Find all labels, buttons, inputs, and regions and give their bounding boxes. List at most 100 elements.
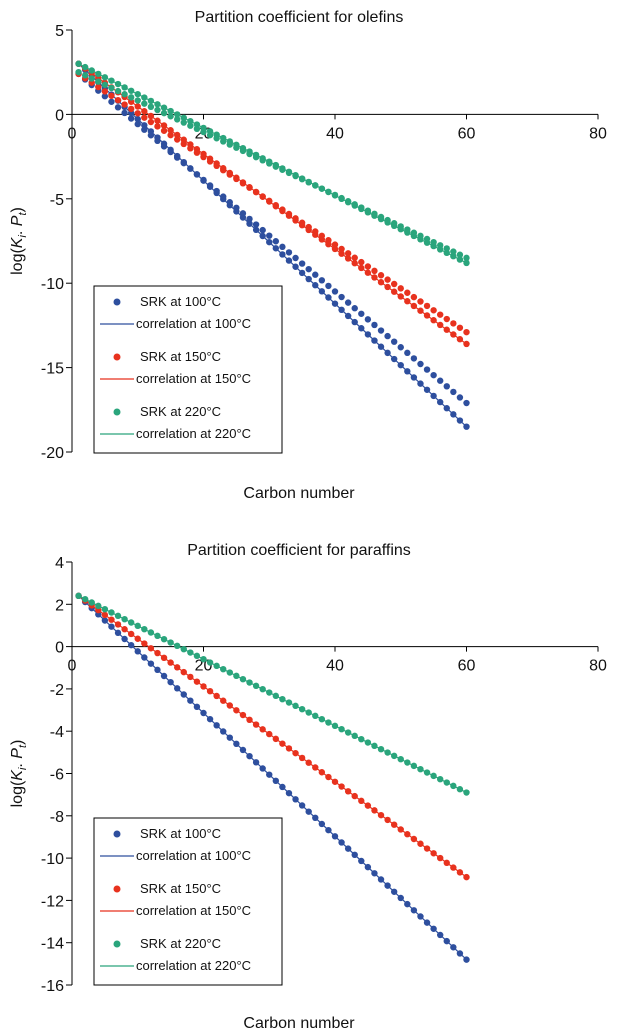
legend-label: SRK at 150°C [140, 349, 221, 364]
chart-2: Partition coefficient for paraffins420-2… [9, 542, 607, 1032]
data-point [358, 258, 365, 266]
data-point [180, 140, 187, 148]
data-point [141, 100, 148, 107]
data-point [226, 141, 233, 148]
data-point [167, 113, 174, 120]
data-point [443, 383, 450, 390]
x-tick-label: 60 [458, 658, 476, 675]
y-label-close: ) [9, 740, 26, 745]
data-point [95, 78, 102, 85]
data-point [213, 135, 220, 142]
series-line [78, 63, 467, 428]
data-point [114, 104, 122, 111]
x-tick-label: 0 [68, 658, 77, 675]
y-axis-label: log(Ki. Pt) [9, 207, 29, 275]
y-label-k-sub: i [17, 767, 29, 770]
data-point [417, 298, 424, 305]
data-point [344, 299, 352, 306]
legend-label: correlation at 220°C [136, 958, 251, 973]
data-point [226, 171, 233, 178]
data-point [331, 288, 339, 295]
data-point [377, 272, 385, 279]
y-tick-label: 0 [55, 107, 64, 124]
data-point [200, 153, 207, 161]
y-tick-label: -2 [50, 682, 64, 699]
y-label-p: P [9, 215, 26, 226]
data-point [147, 118, 155, 126]
data-point [463, 254, 470, 262]
data-point [325, 282, 332, 290]
data-point [134, 120, 141, 128]
data-point [305, 265, 312, 273]
legend-marker [113, 940, 121, 948]
legend-label: correlation at 220°C [136, 426, 251, 441]
data-point [160, 109, 168, 117]
data-point [187, 145, 194, 152]
series-line [78, 595, 467, 794]
legend: SRK at 100°C correlation at 100°C SRK at 1… [93, 285, 283, 454]
x-axis-label: Carbon number [243, 1015, 355, 1032]
y-tick-label: 2 [55, 597, 64, 614]
data-point [206, 131, 214, 139]
data-point [298, 260, 306, 267]
data-point [371, 267, 378, 275]
data-point [338, 293, 345, 301]
legend-label: SRK at 150°C [140, 881, 221, 896]
data-point [279, 206, 286, 213]
data-point [437, 377, 444, 384]
legend-frame [93, 817, 283, 986]
data-point [114, 87, 122, 95]
data-point [220, 138, 227, 145]
y-tick-label: -5 [50, 192, 64, 209]
data-point [358, 310, 365, 317]
legend-label: SRK at 220°C [140, 936, 221, 951]
data-point [101, 88, 109, 95]
data-point [160, 127, 168, 134]
data-point [351, 305, 358, 312]
y-label-fn: log( [9, 248, 26, 275]
data-point [127, 105, 135, 113]
data-point [384, 332, 391, 340]
data-point [108, 84, 115, 92]
y-label-k: K [9, 236, 26, 248]
data-point [384, 276, 391, 283]
y-label-close: ) [9, 207, 26, 212]
data-point [364, 207, 372, 214]
y-tick-label: -10 [41, 276, 64, 293]
data-point [174, 136, 181, 143]
data-point [423, 235, 431, 243]
data-point [108, 92, 115, 99]
y-tick-label: 4 [55, 555, 64, 572]
x-tick-label: 80 [589, 658, 607, 675]
data-point [456, 251, 464, 258]
data-point [167, 148, 174, 156]
data-point [233, 175, 240, 183]
data-point [437, 242, 444, 249]
data-point [423, 366, 431, 373]
legend-label: SRK at 220°C [140, 404, 221, 419]
data-point [180, 119, 187, 126]
y-tick-label: -12 [41, 893, 64, 910]
data-point [200, 128, 207, 136]
data-point [390, 338, 398, 345]
data-point [371, 321, 378, 329]
data-point [417, 360, 424, 368]
data-point [430, 238, 437, 246]
data-point [239, 210, 247, 217]
data-point [364, 263, 372, 270]
data-point [404, 349, 411, 357]
data-point [312, 271, 319, 278]
data-point [154, 106, 161, 114]
data-point [364, 316, 372, 323]
legend-marker [113, 408, 121, 416]
y-tick-label: -20 [41, 445, 64, 462]
data-point [252, 221, 260, 228]
y-label-k: K [9, 769, 26, 781]
data-point [95, 83, 102, 91]
data-point [206, 182, 214, 189]
data-point [279, 243, 286, 251]
x-tick-label: 60 [458, 125, 476, 142]
data-point [390, 280, 398, 288]
y-tick-label: -16 [41, 978, 64, 995]
data-point [246, 215, 253, 223]
